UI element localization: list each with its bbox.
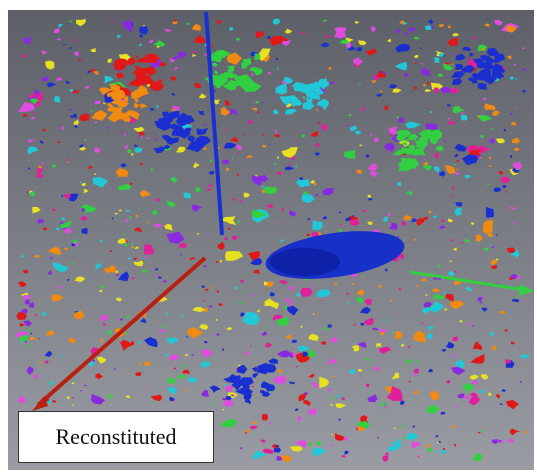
particle — [434, 88, 439, 93]
caption: Reconstituted — [56, 424, 177, 450]
render-view — [0, 0, 537, 472]
particle — [435, 153, 439, 158]
background — [8, 10, 534, 470]
page: Reconstituted (() => { const data = JSON… — [0, 0, 537, 472]
particle — [425, 124, 438, 130]
particle — [107, 127, 110, 129]
central-blob — [270, 248, 340, 276]
particle — [461, 115, 468, 121]
caption-box: Reconstituted — [18, 411, 214, 463]
particle — [262, 414, 268, 420]
